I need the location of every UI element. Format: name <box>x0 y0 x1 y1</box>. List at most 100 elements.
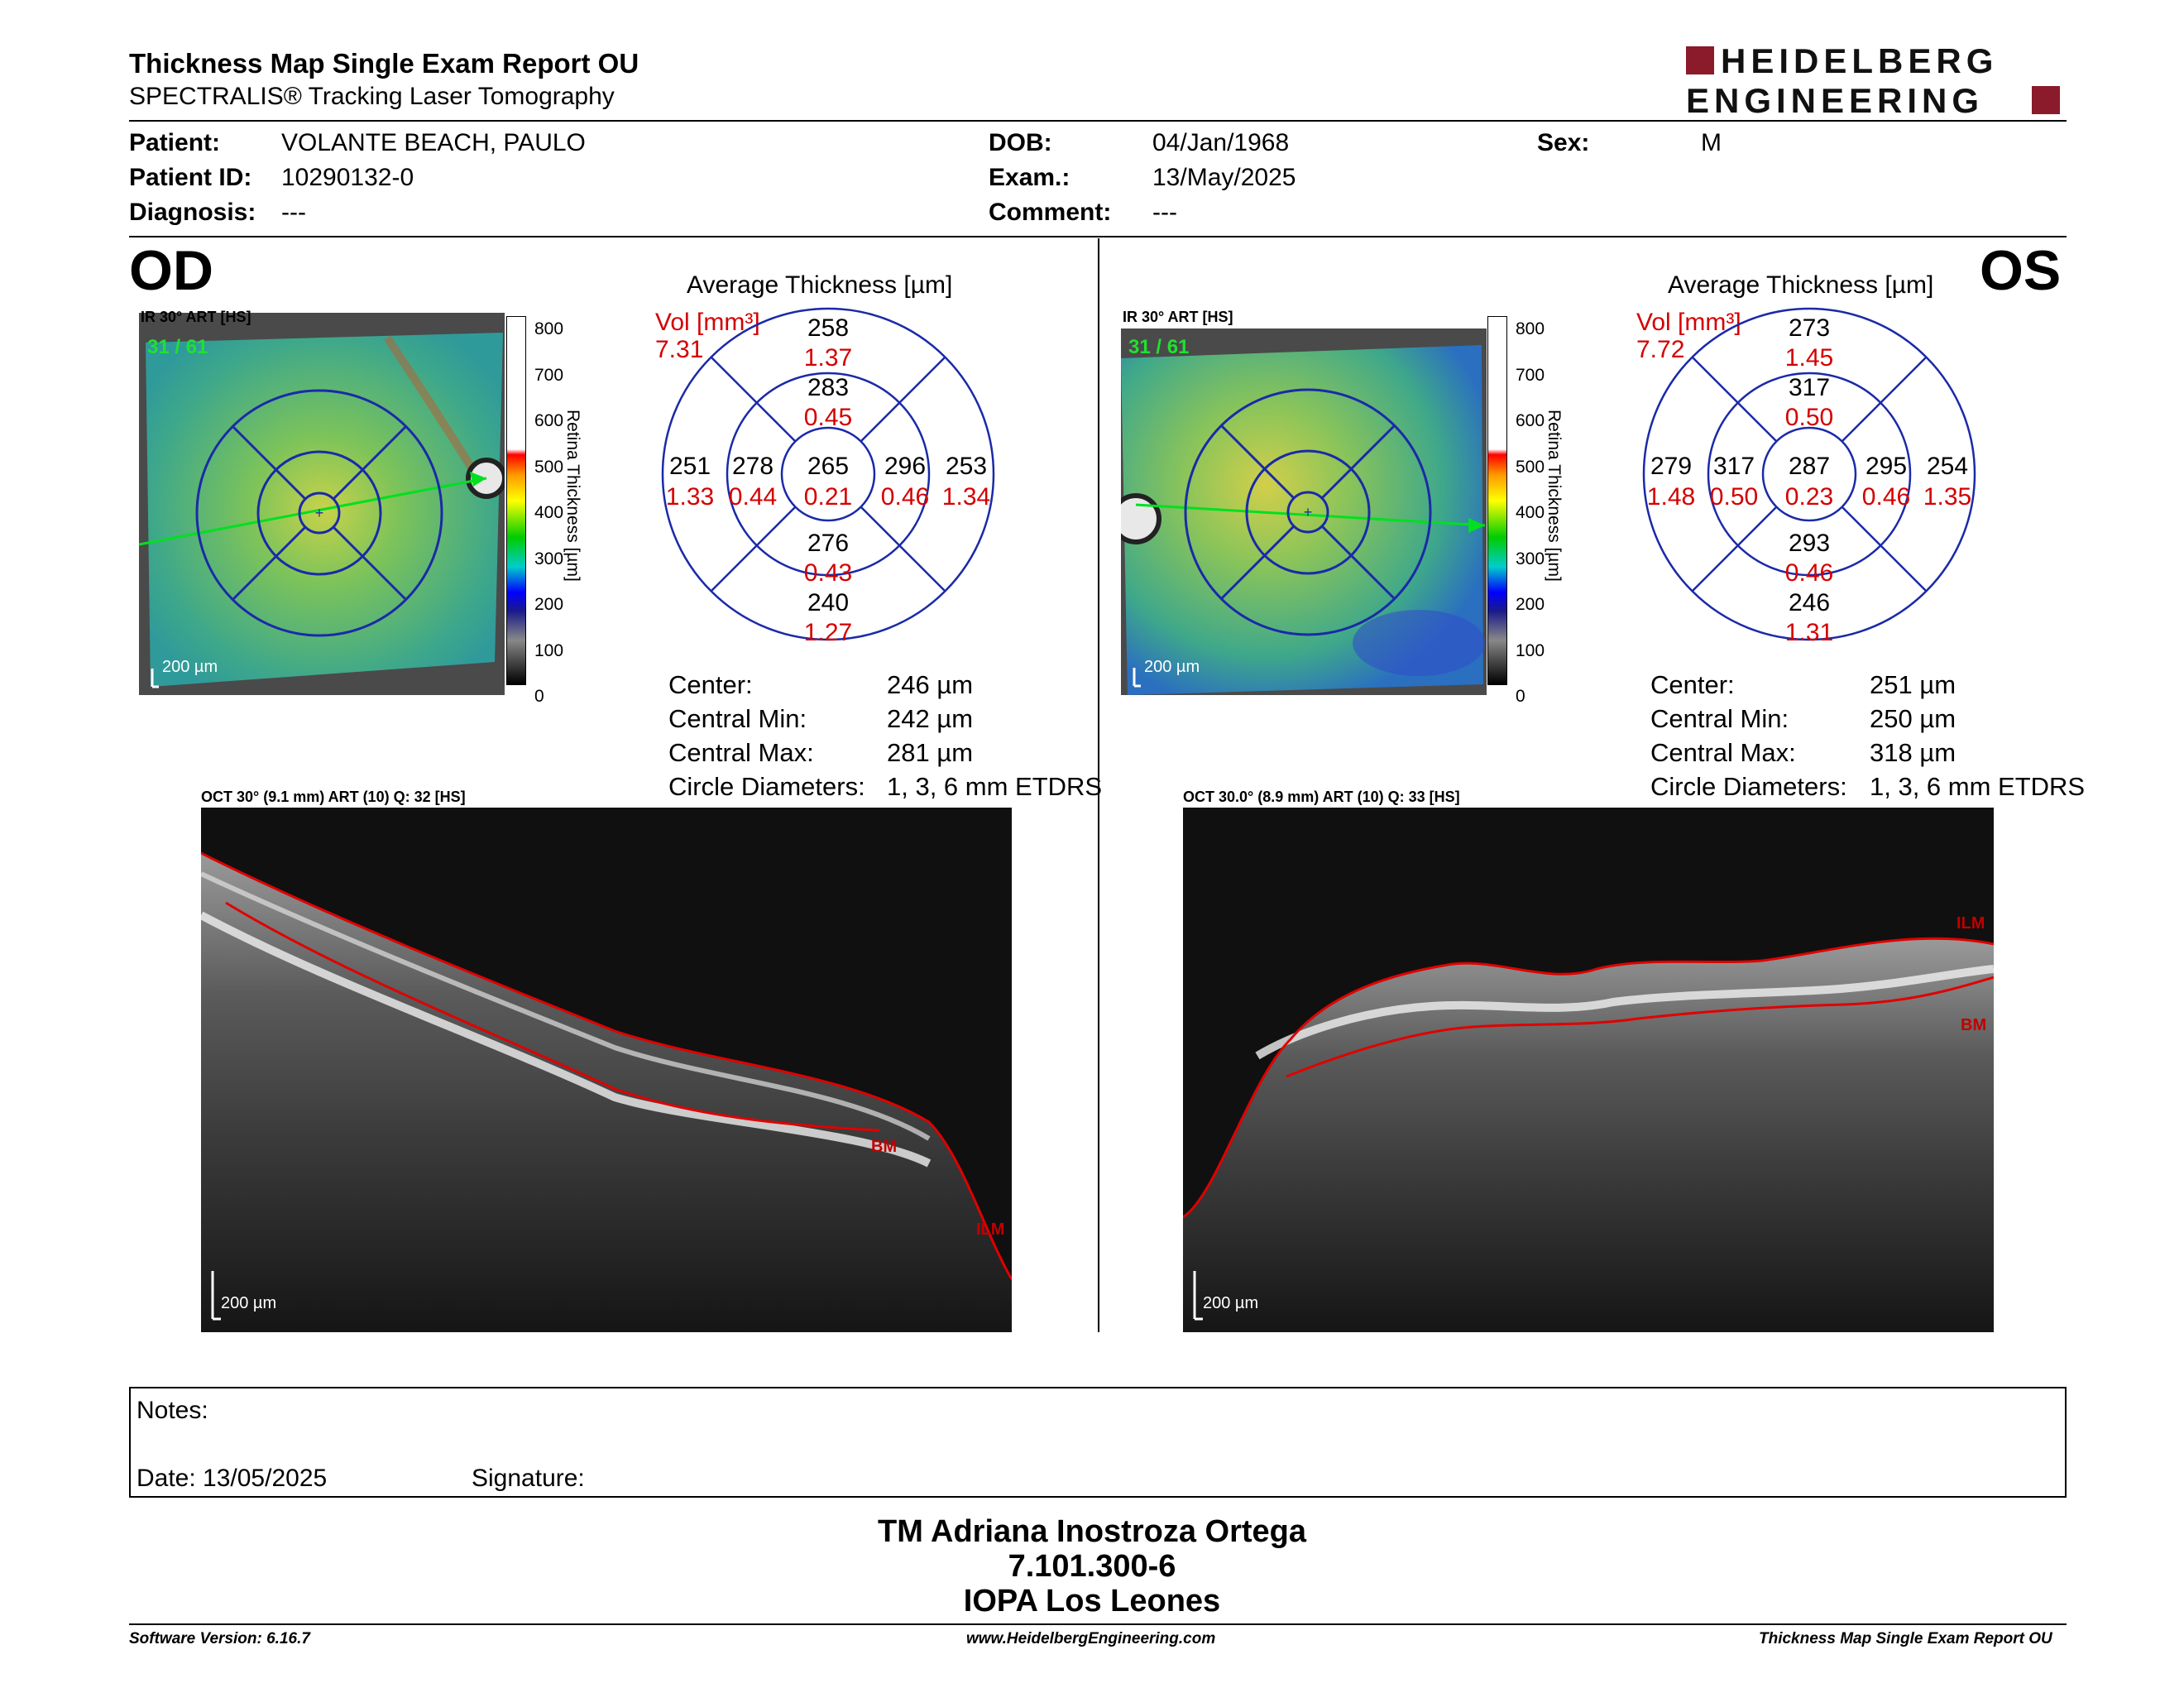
od-ilm-marker: ILM <box>976 1220 1005 1239</box>
doctor-rut: 7.101.300-6 <box>1008 1549 1176 1584</box>
os-avg-thickness-title: Average Thickness [µm] <box>1668 271 1934 299</box>
svg-text:+: + <box>1304 504 1313 520</box>
os-center-volume: 0.23 <box>1785 483 1833 511</box>
od-eye-label: OD <box>129 239 213 302</box>
od-center-volume: 0.21 <box>804 483 852 511</box>
os-outer-left-volume: 1.48 <box>1647 483 1695 511</box>
heidelberg-logo: HEIDELBERG ENGINEERING <box>1686 41 2067 120</box>
od-inner-sup-volume: 0.45 <box>804 404 852 431</box>
os-inner-left-thickness: 317 <box>1713 453 1755 480</box>
eye-divider <box>1098 238 1099 1332</box>
od-center-value: 246 µm <box>887 670 974 699</box>
os-outer-sup-volume: 1.45 <box>1785 344 1833 372</box>
notes-date: Date: 13/05/2025 <box>136 1465 328 1492</box>
od-inner-right-thickness: 296 <box>884 453 926 480</box>
software-version: Software Version: 6.16.7 <box>129 1630 310 1647</box>
diagnosis-label: Diagnosis: <box>129 199 256 226</box>
od-outer-left-thickness: 251 <box>669 453 711 480</box>
os-outer-inf-volume: 1.31 <box>1785 619 1833 642</box>
patient-id: 10290132-0 <box>281 164 414 191</box>
os-outer-left-thickness: 279 <box>1650 453 1692 480</box>
diagnosis-value: --- <box>281 199 306 226</box>
od-max-label: Central Max: <box>668 738 814 767</box>
od-frame-counter: 31 / 61 <box>147 336 208 358</box>
os-inner-sup-thickness: 317 <box>1789 374 1830 401</box>
os-inner-sup-volume: 0.50 <box>1785 404 1833 431</box>
od-outer-sup-volume: 1.37 <box>804 344 852 372</box>
os-center-thickness: 287 <box>1789 453 1830 480</box>
od-oct-scalebar: 200 µm <box>221 1294 277 1312</box>
os-outer-inf-thickness: 246 <box>1789 589 1830 616</box>
os-outer-right-volume: 1.35 <box>1923 483 1971 511</box>
os-ilm-marker: ILM <box>1956 914 1985 933</box>
os-max-label: Central Max: <box>1650 738 1796 767</box>
od-inner-inf-thickness: 276 <box>807 530 849 557</box>
od-fundus-scalebar: 200 µm <box>162 658 218 676</box>
exam-label: Exam.: <box>989 164 1070 191</box>
od-vol-total: 7.31 <box>655 336 704 363</box>
os-circle-value: 1, 3, 6 mm ETDRS <box>1870 772 2086 801</box>
logo-text-2: ENGINEERING <box>1686 81 1984 117</box>
os-bm-marker: BM <box>1961 1016 1987 1034</box>
patient-id-label: Patient ID: <box>129 164 252 191</box>
od-outer-inf-volume: 1.27 <box>804 619 852 642</box>
exam-value: 13/May/2025 <box>1152 164 1296 191</box>
sex-value: M <box>1701 129 1722 156</box>
os-center-value: 251 µm <box>1870 670 1956 699</box>
os-inner-inf-thickness: 293 <box>1789 530 1830 557</box>
od-center-thickness: 265 <box>807 453 849 480</box>
os-frame-counter: 31 / 61 <box>1128 336 1190 358</box>
os-center-label: Center: <box>1650 670 1735 699</box>
os-outer-right-thickness: 254 <box>1927 453 1968 480</box>
os-scale-label: Retina Thickness [µm] <box>1545 410 1564 582</box>
comment-label: Comment: <box>989 199 1112 226</box>
od-outer-inf-thickness: 240 <box>807 589 849 616</box>
os-eye-label: OS <box>1980 239 2062 302</box>
os-circle-label: Circle Diameters: <box>1650 772 1847 801</box>
clinic-name: IOPA Los Leones <box>963 1584 1221 1618</box>
od-max-value: 281 µm <box>887 738 974 767</box>
svg-text:+: + <box>315 505 324 521</box>
od-center-label: Center: <box>668 670 753 699</box>
os-color-scale <box>1487 316 1507 685</box>
os-fundus-thickness-map: + <box>1110 328 1487 695</box>
website-link[interactable]: www.HeidelbergEngineering.com <box>966 1630 1216 1647</box>
od-fundus-thickness-map: + <box>138 313 507 695</box>
dob-label: DOB: <box>989 129 1052 156</box>
od-outer-right-volume: 1.34 <box>942 483 990 511</box>
od-avg-thickness-title: Average Thickness [µm] <box>687 271 953 299</box>
od-color-scale <box>506 316 526 685</box>
od-etdrs-grid: 258 1.37 283 0.45 265 0.21 276 0.43 240 … <box>660 306 996 646</box>
od-bm-marker: BM <box>871 1138 898 1156</box>
od-outer-left-volume: 1.33 <box>666 483 714 511</box>
os-oct-scalebar: 200 µm <box>1203 1294 1259 1312</box>
os-min-label: Central Min: <box>1650 704 1789 733</box>
od-min-value: 242 µm <box>887 704 974 733</box>
od-inner-sup-thickness: 283 <box>807 374 849 401</box>
od-inner-right-volume: 0.46 <box>881 483 929 511</box>
os-etdrs-grid: 273 1.45 317 0.50 287 0.23 293 0.46 246 … <box>1641 306 1977 646</box>
os-max-value: 318 µm <box>1870 738 1956 767</box>
od-inner-left-thickness: 278 <box>732 453 774 480</box>
dob-value: 04/Jan/1968 <box>1152 129 1290 156</box>
os-fundus-scalebar: 200 µm <box>1144 658 1200 676</box>
os-outer-sup-thickness: 273 <box>1789 314 1830 342</box>
doctor-name: TM Adriana Inostroza Ortega <box>878 1514 1306 1549</box>
os-inner-left-volume: 0.50 <box>1710 483 1758 511</box>
od-inner-inf-volume: 0.43 <box>804 559 852 587</box>
os-inner-inf-volume: 0.46 <box>1785 559 1833 587</box>
report-subtitle: SPECTRALIS® Tracking Laser Tomography <box>129 83 615 110</box>
report-title: Thickness Map Single Exam Report OU <box>129 48 639 79</box>
od-ir-label: IR 30° ART [HS] <box>141 309 251 325</box>
patient-label: Patient: <box>129 129 221 156</box>
patient-name: VOLANTE BEACH, PAULO <box>281 129 586 156</box>
os-inner-right-volume: 0.46 <box>1862 483 1910 511</box>
od-scale-label: Retina Thickness [µm] <box>563 410 582 582</box>
od-min-label: Central Min: <box>668 704 807 733</box>
od-circle-value: 1, 3, 6 mm ETDRS <box>887 772 1103 801</box>
notes-box <box>129 1387 2067 1498</box>
od-oct-label: OCT 30° (9.1 mm) ART (10) Q: 32 [HS] <box>201 789 466 805</box>
os-scale-ticks: 800 700 600 500 400 300 200 100 0 <box>1516 319 1545 706</box>
comment-value: --- <box>1152 199 1177 226</box>
od-outer-right-thickness: 253 <box>946 453 987 480</box>
